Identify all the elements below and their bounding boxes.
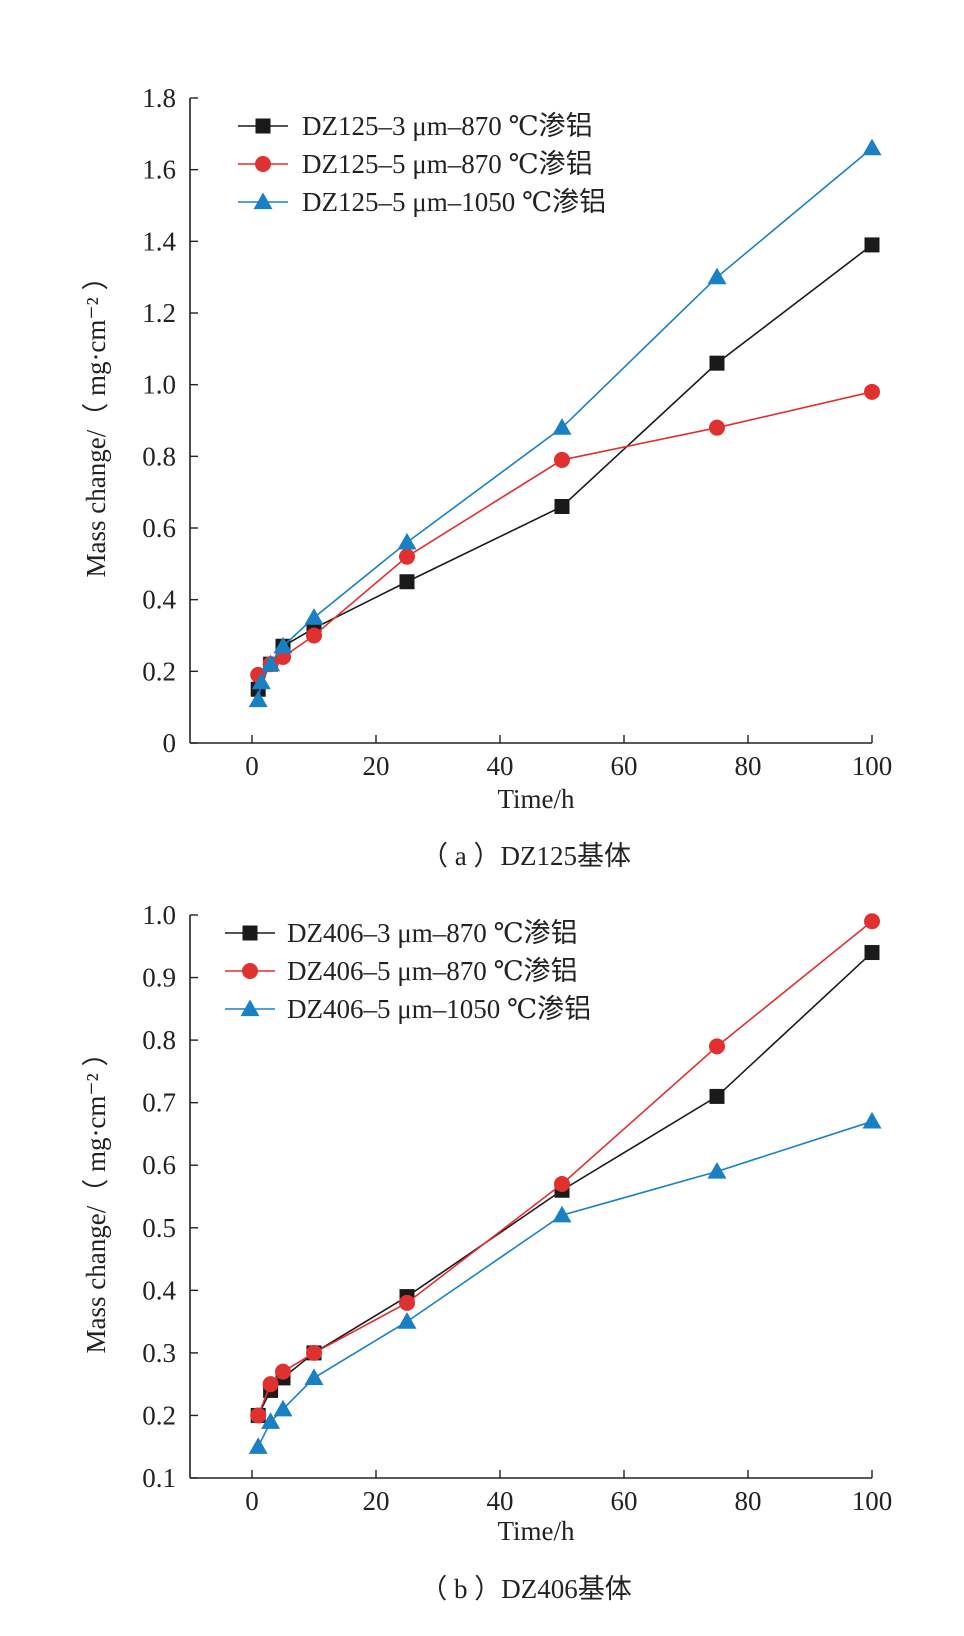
y-tick-label: 0.7 [142, 1088, 176, 1118]
legend-marker [255, 118, 271, 134]
y-tick-label: 0.2 [142, 656, 176, 686]
legend-label: DZ125–5 μm–870 ℃渗铝 [302, 149, 593, 179]
legend-entry: DZ406–5 μm–870 ℃渗铝 [225, 956, 578, 986]
legend-label: DZ406–5 μm–870 ℃渗铝 [287, 956, 578, 986]
data-point [261, 1412, 281, 1429]
data-point [397, 532, 417, 550]
data-point [306, 1344, 322, 1361]
data-point [864, 945, 880, 961]
x-tick-label: 20 [363, 751, 390, 781]
data-point [707, 267, 727, 285]
data-point [864, 913, 880, 930]
data-point [251, 672, 271, 690]
x-tick-label: 0 [245, 751, 259, 781]
y-tick-label: 0.4 [142, 1275, 176, 1305]
data-point [306, 627, 322, 644]
x-tick-label: 0 [245, 1486, 259, 1516]
y-tick-label: 0.9 [142, 963, 176, 993]
y-tick-label: 0 [163, 728, 177, 758]
y-tick-label: 1.2 [142, 298, 176, 328]
data-point [250, 1407, 267, 1424]
y-tick-label: 0.8 [142, 1025, 176, 1055]
data-point [275, 1363, 291, 1380]
data-point [399, 1294, 415, 1311]
data-point [864, 237, 880, 253]
x-tick-label: 40 [487, 1486, 514, 1516]
x-tick-label: 60 [611, 751, 638, 781]
legend-entry: DZ125–5 μm–1050 ℃渗铝 [238, 187, 606, 217]
legend-marker [253, 192, 273, 210]
data-point [248, 1437, 268, 1454]
data-point [862, 1111, 882, 1129]
data-point [709, 1038, 725, 1055]
y-tick-label: 1.0 [142, 900, 176, 930]
data-point [248, 690, 268, 708]
legend-marker [240, 999, 260, 1017]
legend-marker [242, 925, 258, 941]
series-3 [248, 1111, 882, 1454]
data-point [397, 1312, 417, 1329]
y-axis-title: Mass change/（ mg·cm⁻² ） [81, 263, 111, 577]
legend-label: DZ406–5 μm–1050 ℃渗铝 [287, 994, 591, 1024]
y-tick-label: 1.8 [142, 83, 176, 113]
legend-entry: DZ125–5 μm–870 ℃渗铝 [238, 149, 593, 179]
data-point [864, 383, 880, 400]
y-tick-label: 0.5 [142, 1213, 176, 1243]
legend-entry: DZ125–3 μm–870 ℃渗铝 [238, 111, 593, 141]
data-point [273, 636, 293, 654]
data-point [554, 499, 570, 514]
y-tick-label: 1.6 [142, 155, 176, 185]
x-tick-label: 100 [852, 1486, 893, 1516]
x-tick-label: 60 [611, 1486, 638, 1516]
data-point [709, 355, 725, 371]
series-line [257, 1120, 873, 1448]
y-tick-label: 0.3 [142, 1338, 176, 1368]
x-axis-title: Time/h [497, 784, 575, 814]
data-point [709, 1088, 725, 1104]
figure-caption: （ a ）DZ125基体 [421, 841, 631, 871]
data-point [709, 419, 725, 436]
data-point [707, 1161, 727, 1179]
legend-entry: DZ406–3 μm–870 ℃渗铝 [225, 918, 578, 948]
data-point [552, 418, 572, 435]
chart-a: 0 0.2 0.4 0.6 0.8 1.0 1.2 1.4 1.6 1.8 0 20 40 60 80 100… [81, 83, 892, 871]
y-tick-label: 0.2 [142, 1400, 176, 1430]
data-point [273, 1399, 293, 1417]
data-point [399, 574, 415, 590]
y-tick-label: 0.8 [142, 441, 176, 471]
data-point [262, 1376, 279, 1393]
y-axis-title: Mass change/（ mg·cm⁻² ） [81, 1039, 111, 1353]
y-tick-label: 0.6 [142, 1150, 176, 1180]
legend-label: DZ125–5 μm–1050 ℃渗铝 [302, 187, 606, 217]
data-point [554, 451, 570, 468]
legend-entry: DZ406–5 μm–1050 ℃渗铝 [225, 994, 591, 1024]
series-2 [250, 913, 880, 1424]
legend-label: DZ125–3 μm–870 ℃渗铝 [302, 111, 593, 141]
x-tick-label: 20 [363, 1486, 390, 1516]
series-3 [248, 138, 882, 708]
chart-b: 0.1 0.2 0.3 0.4 0.5 0.6 0.7 0.8 0.9 1.0 0 20 40 60 80 1… [81, 900, 892, 1604]
legend-label: DZ406–3 μm–870 ℃渗铝 [287, 918, 578, 948]
data-point [304, 608, 324, 625]
data-point [554, 1175, 570, 1192]
y-tick-label: 0.4 [142, 585, 176, 615]
x-tick-label: 80 [735, 751, 762, 781]
y-tick-label: 1.4 [142, 226, 176, 256]
y-tick-label: 0.1 [142, 1463, 176, 1493]
legend-marker [242, 963, 258, 979]
data-point [261, 654, 281, 672]
x-tick-label: 40 [487, 751, 514, 781]
figure-caption: （ b ）DZ406基体 [420, 1574, 632, 1604]
x-tick-label: 100 [852, 751, 893, 781]
legend-marker [255, 156, 271, 172]
x-tick-label: 80 [735, 1486, 762, 1516]
data-point [399, 548, 415, 565]
data-point [552, 1205, 572, 1223]
data-point [862, 138, 882, 156]
y-tick-label: 1.0 [142, 370, 176, 400]
x-axis-title: Time/h [497, 1516, 575, 1546]
y-tick-label: 0.6 [142, 513, 176, 543]
data-point [304, 1368, 324, 1386]
